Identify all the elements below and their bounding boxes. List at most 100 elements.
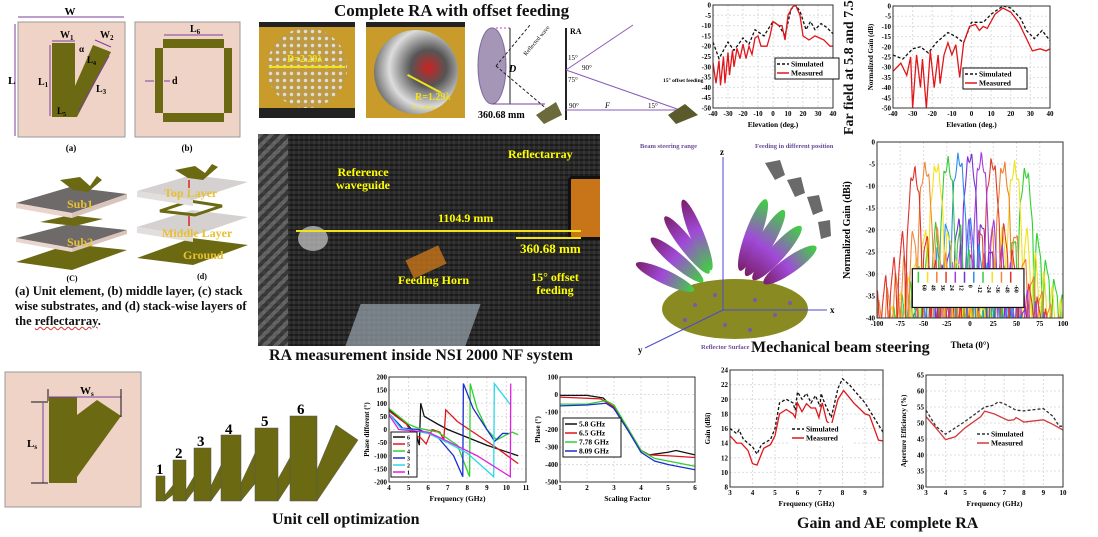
offset-feeding-label: 15° offset feeding [531,270,579,297]
series-group [877,151,1063,318]
y-tick-label: -50 [702,105,712,113]
svg-text:6: 6 [297,402,305,418]
y-tick-label: 18 [721,410,729,418]
y-tick-label: -20 [702,43,712,51]
panel-d-stack-layers: Top Layer Middle Layer Ground (d) [137,164,248,281]
x-tick-label: 20 [800,110,808,118]
y-tick-label: 0 [384,426,388,434]
x-tick-label: 7 [818,489,822,497]
y-tick-label: -200 [374,479,387,487]
reflector-surface [662,279,808,339]
svg-text:L4: L4 [87,55,96,67]
x-tick-label: 8 [466,484,470,492]
y-tick-label: -40 [702,84,712,92]
radius-label: R=1.29λ [415,92,451,103]
y-tick-label: -50 [882,105,892,113]
svg-text:L3: L3 [96,84,107,96]
svg-text:15°: 15° [568,54,578,62]
plot-frame [892,5,1051,109]
x-tick-label: 7 [446,484,450,492]
y-tick-label: -40 [882,84,892,92]
x-tick-label: 9 [485,484,489,492]
reflectarray-label: Reflectarray [508,147,573,161]
svg-text:y: y [638,345,643,355]
y-tick-label: 60 [917,388,925,396]
y-tick-label: 100 [548,374,559,382]
x-tick-label: 0 [968,320,972,328]
y-tick-label: -20 [866,227,876,235]
legend-label: 4 [407,450,410,456]
series-line-8.09-ghz [560,402,695,471]
y-tick-label: -150 [374,465,387,473]
y-tick-label: 55 [917,404,925,412]
far-field-title: Far field at 5.8 and 7.5 GHz [842,0,857,135]
svg-text:z: z [720,147,724,157]
svg-text:W2: W2 [100,30,114,42]
svg-text:90°: 90° [569,102,579,110]
y-axis-label: Normalized Gain (dB) [868,23,875,90]
series-line-7.78-ghz [560,399,695,467]
y-tick-label: 10 [721,469,729,477]
legend-label: 7.78 GHz [579,438,610,447]
svg-text:D: D [508,64,516,75]
x-tick-label: -25 [942,320,952,328]
x-tick-label: -20 [928,110,938,118]
y-tick-label: 20 [721,396,729,404]
y-tick-label: -200 [545,426,558,434]
x-tick-label: 10 [1060,489,1068,497]
x-tick-label: 30 [815,110,823,118]
x-tick-label: 1 [558,484,562,492]
y-tick-label: -20 [882,43,892,51]
beam-line--12 [877,152,1063,318]
y-tick-label: -500 [545,479,558,487]
y-tick-label: 150 [377,387,388,395]
plot-frame [925,374,1064,488]
series-group [926,401,1063,441]
legend-label: 0 [967,285,973,288]
reflector-side-view [477,27,507,105]
y-tick-label: -30 [866,271,876,279]
svg-text:Middle Layer: Middle Layer [162,226,233,240]
y-tick-label: -10 [702,22,712,30]
beam-steering-diagram: z x y Beam steering range Feeding in dif… [635,143,835,355]
legend-label: 2 [407,464,410,470]
x-tick-label: 6 [426,484,430,492]
x-tick-label: 5 [963,489,967,497]
panel-c-stack-substrates: Sub1 Sub2 (C) [16,176,127,283]
y-tick-label: -15 [866,205,876,213]
legend-label: -60 [1013,285,1019,293]
legend-label: 1 [407,471,410,477]
nsi-chamber-photo: Reference waveguide Reflectarray 1104.9 … [258,134,600,346]
svg-text:RA: RA [570,27,582,36]
x-tick-label: 4 [944,489,948,497]
legend-label: Measured [806,434,839,443]
y-tick-label: -25 [866,249,876,257]
x-tick-label: 10 [503,484,511,492]
beam-line-0 [877,153,1063,318]
distance-long-label: 1104.9 mm [438,211,494,225]
y-tick-label: 0 [555,391,559,399]
x-tick-label: -50 [919,320,929,328]
legend-box [962,67,1028,90]
x-tick-label: 6 [796,489,800,497]
caption-b: (b) [182,143,193,153]
phase-frequency-chart: 4 5 6 7 8 9 10 11200150100500-50-100-150-200Fre… [363,374,530,504]
x-axis-label: Frequency (GHz) [779,499,835,508]
x-tick-label: 0 [771,110,775,118]
x-tick-label: -75 [896,320,906,328]
y-tick-label: 0 [872,139,876,147]
svg-text:Ws: Ws [80,385,94,398]
legend-label: 6.5 GHz [579,429,606,438]
x-tick-label: 10 [785,110,793,118]
legend-label: Simulated [991,430,1024,439]
legend-box [390,431,418,478]
y-tick-label: -25 [882,54,892,62]
y-tick-label: -30 [702,63,712,71]
legend-label: 36 [939,285,945,291]
y-tick-label: -15 [882,33,892,41]
beam-steering-caption: Mechanical beam steering [751,339,930,356]
patch-slanted-arm [75,45,111,117]
y-tick-label: -30 [882,64,892,72]
x-tick-label: 40 [830,110,838,118]
feed-horn-icons [765,160,831,239]
